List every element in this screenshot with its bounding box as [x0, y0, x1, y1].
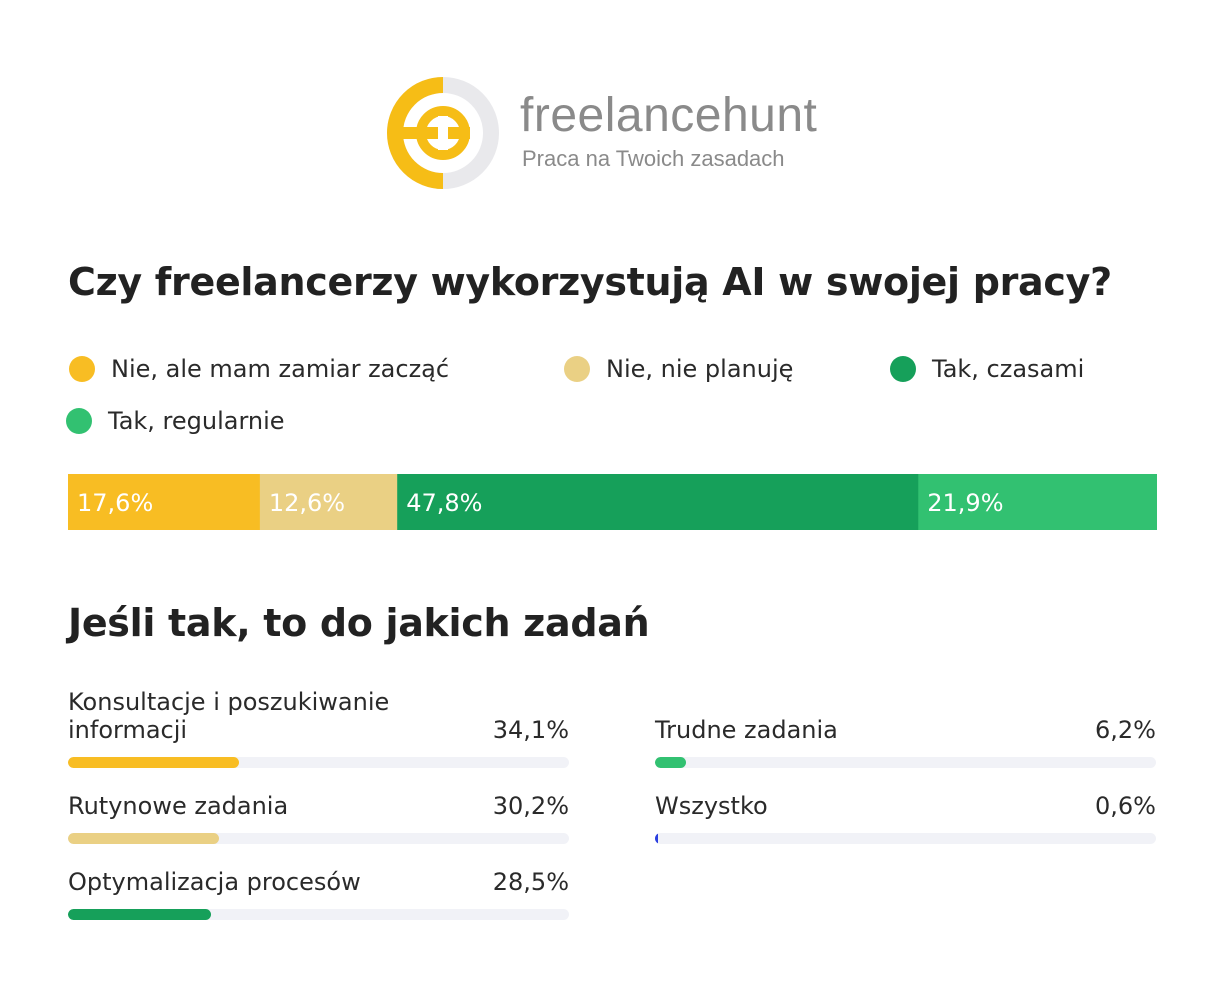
- task-track: [655, 833, 1156, 844]
- segment-label: 47,8%: [406, 489, 482, 517]
- stacked-bar-chart: 17,6% 12,6% 47,8% 21,9%: [68, 474, 1157, 530]
- segment-label: 12,6%: [269, 489, 345, 517]
- legend-dot: [564, 356, 590, 382]
- brand-logo: freelancehunt Praca na Twoich zasadach: [386, 72, 846, 196]
- brand-tagline: Praca na Twoich zasadach: [522, 146, 785, 171]
- task-label: Optymalizacja procesów: [68, 868, 361, 896]
- task-label: Rutynowe zadania: [68, 792, 289, 820]
- legend-item-start-soon: Nie, ale mam zamiar zacząć: [69, 354, 449, 384]
- task-fill-bar: [68, 833, 220, 844]
- stacked-segment: [397, 474, 919, 530]
- task-track: [68, 757, 569, 768]
- stacked-segment: [259, 474, 398, 530]
- chart-title-usage: Czy freelancerzy wykorzystują AI w swoje…: [68, 260, 1112, 304]
- task-value: 28,5%: [492, 868, 569, 896]
- task-row-everything: Wszystko 0,6%: [655, 790, 1156, 844]
- task-row-routine: Rutynowe zadania 30,2%: [68, 790, 569, 844]
- legend-label: Tak, regularnie: [108, 407, 285, 435]
- task-row-consultations: Konsultacje i poszukiwanie informacji 34…: [68, 686, 569, 768]
- segment-label: 21,9%: [927, 489, 1003, 517]
- segment-label: 17,6%: [77, 489, 153, 517]
- task-fill-bar: [655, 833, 658, 844]
- task-fill-bar: [68, 757, 239, 768]
- task-label: Konsultacje i poszukiwanie informacji: [68, 688, 390, 744]
- task-value: 0,6%: [1095, 792, 1156, 820]
- task-fill-bar: [68, 909, 211, 920]
- legend-dot: [66, 408, 92, 434]
- legend-label: Tak, czasami: [932, 355, 1085, 383]
- stacked-segment: [918, 474, 1157, 530]
- task-label: Wszystko: [655, 792, 768, 820]
- task-label: Trudne zadania: [655, 716, 838, 744]
- legend-item-regularly: Tak, regularnie: [66, 406, 285, 436]
- task-value: 34,1%: [492, 716, 569, 744]
- legend-dot: [890, 356, 916, 382]
- task-value: 6,2%: [1095, 716, 1156, 744]
- task-track: [68, 833, 569, 844]
- task-value: 30,2%: [492, 792, 569, 820]
- task-row-hard-tasks: Trudne zadania 6,2%: [655, 714, 1156, 768]
- legend-label: Nie, nie planuję: [606, 355, 794, 383]
- brand-name: freelancehunt: [520, 89, 818, 142]
- chart-title-tasks: Jeśli tak, to do jakich zadań: [68, 601, 650, 645]
- legend-dot: [69, 356, 95, 382]
- legend-label: Nie, ale mam zamiar zacząć: [111, 355, 450, 383]
- task-row-optimization: Optymalizacja procesów 28,5%: [68, 866, 569, 920]
- legend-item-sometimes: Tak, czasami: [890, 354, 1084, 384]
- legend-item-no-plans: Nie, nie planuję: [564, 354, 793, 384]
- task-track: [68, 909, 569, 920]
- freelancehunt-logo-icon: [387, 77, 499, 189]
- task-track: [655, 757, 1156, 768]
- stacked-segment: [68, 474, 261, 530]
- task-fill-bar: [655, 757, 687, 768]
